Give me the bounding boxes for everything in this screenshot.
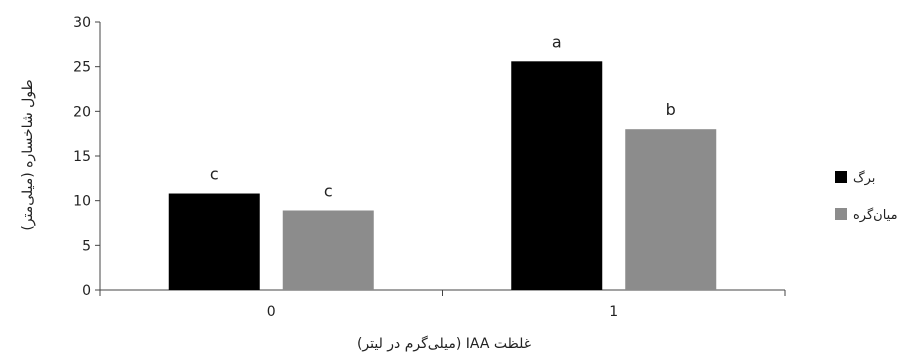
significance-letter: c xyxy=(210,165,219,184)
bar xyxy=(625,129,716,290)
y-axis-title: طول شاخساره (میلی‌متر) xyxy=(20,79,36,230)
significance-letters: c c a b xyxy=(210,32,676,200)
legend-label: میان‌گره xyxy=(853,207,898,223)
legend: برگ میان‌گره xyxy=(835,169,898,223)
y-tick-label: 30 xyxy=(73,15,91,31)
y-tick-label: 25 xyxy=(73,60,91,76)
y-tick-label: 10 xyxy=(73,194,91,210)
bar xyxy=(283,210,374,290)
y-tick-label: 5 xyxy=(82,238,91,254)
significance-letter: c xyxy=(324,181,333,200)
bar xyxy=(169,194,260,290)
legend-swatch xyxy=(835,171,847,183)
bars xyxy=(169,61,717,290)
y-tick-label: 20 xyxy=(73,104,91,120)
x-tick-label: 0 xyxy=(267,304,276,320)
significance-letter: a xyxy=(552,32,562,51)
y-tick-label: 15 xyxy=(73,149,91,165)
x-tick-label: 1 xyxy=(609,304,618,320)
y-axis: 0 5 10 15 20 25 30 xyxy=(73,15,100,299)
legend-swatch xyxy=(835,208,847,220)
x-axis-title: غلظت IAA (میلی‌گرم در لیتر) xyxy=(357,335,531,352)
significance-letter: b xyxy=(666,100,676,119)
bar xyxy=(511,61,602,290)
y-tick-label: 0 xyxy=(82,283,91,299)
legend-label: برگ xyxy=(853,169,875,186)
